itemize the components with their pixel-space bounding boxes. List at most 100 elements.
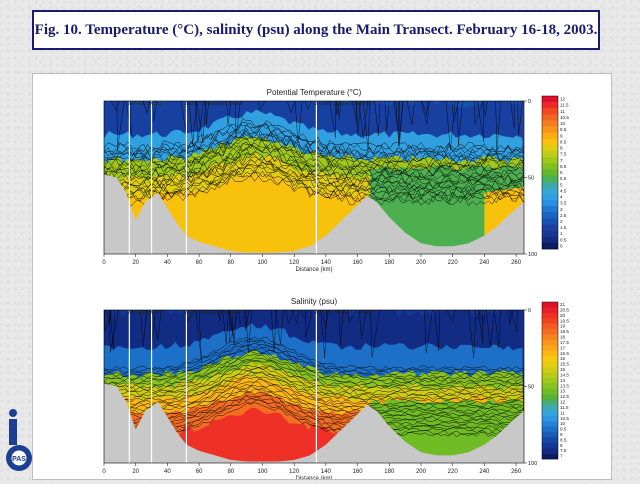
colorbar-swatch <box>542 323 558 330</box>
colorbar-label: 10.5 <box>560 115 569 120</box>
surface-contour <box>510 101 515 129</box>
colorbar-swatch <box>542 345 558 352</box>
contour-line <box>104 143 524 177</box>
colorbar-swatch <box>542 361 558 368</box>
surface-contour <box>352 101 358 124</box>
colorbar-label: 0 <box>560 243 563 248</box>
surface-contour <box>517 101 523 138</box>
surface-contour <box>109 310 115 350</box>
colorbar-label: 1 <box>560 231 563 236</box>
x-tick-label: 220 <box>448 260 459 266</box>
surface-contour <box>235 101 241 139</box>
colorbar-swatch <box>542 132 558 140</box>
contour-line <box>104 174 524 207</box>
surface-contour <box>305 310 313 339</box>
contour-line <box>104 136 524 172</box>
surface-contour <box>374 101 381 136</box>
station-label: 2w1RS Stolpe Channel <box>314 310 371 316</box>
x-tick-label: 200 <box>416 260 427 266</box>
surface-contour <box>358 101 368 139</box>
colorbar: 2120.52019.51918.51817.51716.51615.51514… <box>541 301 569 460</box>
colorbar-label: 17 <box>560 345 566 350</box>
colorbar-swatch <box>542 339 558 346</box>
contour-line <box>104 384 524 419</box>
surface-contour <box>105 310 112 322</box>
colorbar-label: 16.5 <box>560 351 569 356</box>
x-tick-label: 180 <box>384 469 395 475</box>
surface-contour <box>109 310 119 353</box>
x-tick-label: 240 <box>479 260 490 266</box>
contour-line <box>104 161 524 196</box>
colorbar-swatch <box>542 175 558 182</box>
surface-contour <box>406 101 415 125</box>
logo-dot <box>9 409 17 417</box>
x-tick-label: 220 <box>448 469 459 475</box>
contour-line <box>104 349 524 385</box>
colorbar-label: 3.5 <box>560 201 567 206</box>
colorbar-label: 8 <box>560 146 563 151</box>
surface-contour <box>195 101 204 142</box>
colorbar-swatch <box>542 126 558 134</box>
colorbar-label: 0.5 <box>560 237 567 242</box>
colorbar-label: 7.5 <box>560 448 567 453</box>
colorbar-swatch <box>542 157 558 164</box>
surface-contour <box>510 310 518 332</box>
y-tick-label: 100 <box>528 461 537 467</box>
colorbar-swatch <box>542 108 558 115</box>
colorbar-swatch <box>542 224 558 231</box>
colorbar-swatch <box>542 448 558 454</box>
contour-line <box>104 391 524 426</box>
surface-contour <box>446 310 456 322</box>
x-tick-label: 240 <box>479 469 490 475</box>
colorbar-swatch <box>542 169 558 176</box>
colorbar-frame <box>541 95 559 250</box>
surface-contour <box>478 310 486 324</box>
colorbar-label: 9 <box>560 133 563 138</box>
contour-line <box>104 147 524 183</box>
y-tick-label: 0 <box>528 99 531 105</box>
surface-contour <box>125 101 132 136</box>
surface-contour <box>275 310 284 345</box>
surface-contour <box>393 101 404 145</box>
surface-contour <box>152 101 158 122</box>
x-tick-label: 20 <box>132 469 139 475</box>
x-tick-label: 80 <box>227 469 234 475</box>
colorbar-label: 9.5 <box>560 427 567 432</box>
colorbar-label: 10 <box>560 121 566 126</box>
surface-contour <box>229 310 240 343</box>
contour-line <box>104 357 524 392</box>
surface-contour <box>362 101 370 151</box>
logo-text: PAS <box>12 456 26 463</box>
contour-line <box>104 156 524 189</box>
colorbar-label: 9.5 <box>560 127 567 132</box>
colorbar-label: 13 <box>560 389 566 394</box>
colorbar-swatch <box>542 356 558 362</box>
station-label: 2w6RS 2w3rs <box>127 310 161 316</box>
surface-contour <box>356 101 361 136</box>
colorbar-label: 9 <box>560 432 563 437</box>
colorbar-label: 3 <box>560 207 563 212</box>
colorbar-swatch <box>542 120 558 127</box>
surface-contour <box>434 310 441 351</box>
contour-line <box>104 127 524 164</box>
x-axis-label: Distance (km) <box>295 267 332 273</box>
x-tick-label: 140 <box>321 469 332 475</box>
contour-line <box>104 123 524 159</box>
x-tick-label: 120 <box>289 260 300 266</box>
colorbar-swatch <box>542 426 558 433</box>
contour-line <box>104 394 524 428</box>
contour-line <box>104 122 524 157</box>
contour-line <box>104 388 524 424</box>
colorbar-label: 16 <box>560 356 566 361</box>
chart-title: Potential Temperature (°C) <box>267 88 362 97</box>
x-tick-label: 0 <box>102 260 106 266</box>
contour-line <box>104 385 524 422</box>
colorbar-label: 18 <box>560 335 566 340</box>
colorbar-label: 2 <box>560 219 563 224</box>
colorbar-swatch <box>542 366 558 373</box>
x-axis-label: Distance (km) <box>295 476 332 479</box>
colorbar-label: 18.5 <box>560 329 569 334</box>
colorbar-label: 19.5 <box>560 318 569 323</box>
colorbar-swatch <box>542 200 558 207</box>
colorbar-label: 21 <box>560 302 566 307</box>
